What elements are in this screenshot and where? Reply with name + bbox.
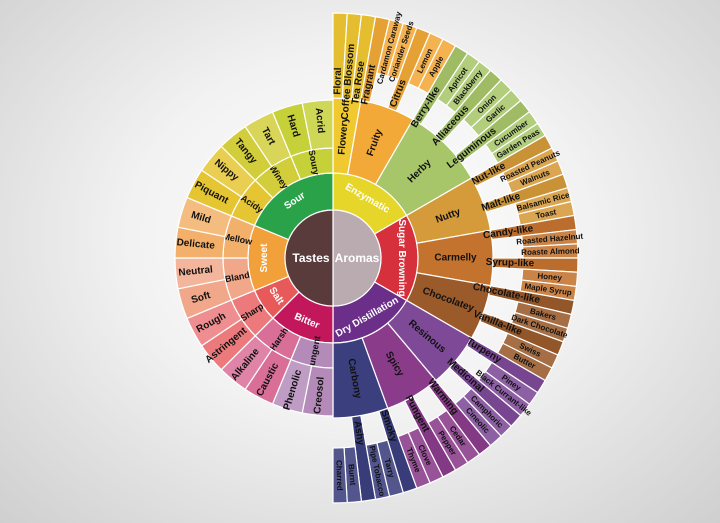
label-toast: Toast bbox=[535, 207, 557, 220]
label-turpeny: Turpeny bbox=[464, 336, 503, 366]
center-right: Aromas bbox=[335, 251, 380, 265]
aroma-outer-nut-like bbox=[470, 134, 553, 187]
aroma-outer-leguminous bbox=[454, 99, 531, 164]
aroma-outer-syrup-like bbox=[492, 257, 579, 273]
label-creosol: Creosol bbox=[312, 376, 327, 414]
aroma-outer-charred bbox=[332, 447, 348, 504]
label-warming: Warming bbox=[425, 377, 460, 417]
label-acrid: Acrid bbox=[313, 107, 326, 134]
aroma-outer-malt-like bbox=[482, 173, 569, 213]
aroma-outer-turpeny bbox=[465, 337, 546, 394]
aroma-outer-fragrant bbox=[360, 16, 391, 104]
label-neutral: Neutral bbox=[178, 264, 214, 278]
label-sugar-browning: Sugar Browning bbox=[396, 219, 407, 296]
aroma-outer-berry-like bbox=[412, 45, 469, 126]
aroma-outer-medicinal bbox=[448, 360, 522, 427]
label-carmelly: Carmelly bbox=[434, 253, 477, 264]
label-floral: Floral bbox=[332, 67, 344, 95]
label-syrup-like: Syrup-like bbox=[486, 257, 535, 269]
label-sweet: Sweet bbox=[259, 243, 270, 273]
aroma-outer-warming bbox=[427, 379, 492, 456]
label-burnt: Burnt bbox=[347, 464, 358, 486]
label-charred: Charred bbox=[334, 460, 344, 491]
aroma-outer-chocolate-like bbox=[487, 285, 575, 316]
center-aromas bbox=[332, 209, 382, 307]
label-ashy: Ashy bbox=[351, 420, 365, 446]
aroma-outer-citrus bbox=[386, 27, 431, 112]
center-tastes bbox=[284, 209, 334, 307]
aroma-outer-vanilla-like bbox=[479, 311, 564, 356]
aroma-outer-smoky bbox=[378, 407, 418, 494]
label-roaste-almond: Roaste Almond bbox=[521, 246, 580, 257]
aroma-outer-ashy bbox=[350, 414, 377, 503]
aroma-sub-carbony bbox=[332, 337, 389, 419]
label-delicate: Delicate bbox=[176, 237, 216, 252]
taste-outer-acrid bbox=[301, 99, 334, 151]
aroma-outer-alliaceous bbox=[435, 69, 502, 143]
label-honey: Honey bbox=[537, 271, 563, 282]
label-bland: Bland bbox=[224, 270, 250, 285]
aroma-outer-candy-like bbox=[489, 214, 578, 241]
aroma-outer-pungent bbox=[404, 395, 457, 478]
label-flowery: Flowery bbox=[337, 116, 351, 155]
label-smoky: Smoky bbox=[378, 409, 399, 444]
label-malt-like: Malt-like bbox=[480, 191, 522, 214]
label-alliaceous: Alliaceous bbox=[430, 103, 472, 148]
label-soury: Soury bbox=[307, 149, 322, 176]
center-left: Tastes bbox=[292, 251, 329, 265]
